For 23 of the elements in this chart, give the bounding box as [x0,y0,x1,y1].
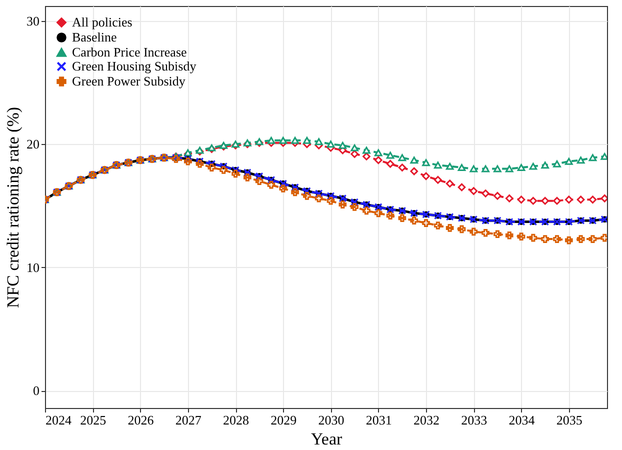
y-tick-label: 0 [33,383,40,398]
legend-label: Green Housing Subisdy [72,58,197,74]
legend-label: Green Power Subsidy [72,74,186,88]
x-tick-label: 2025 [80,412,106,428]
y-tick-label: 10 [26,260,40,275]
y-axis-title: NFC credit rationing rate (%) [4,106,22,308]
x-tick-label: 2024 [46,412,72,428]
x-tick-label: 2033 [461,412,488,428]
x-tick-label: 2026 [128,412,154,428]
x-tick-label: 2035 [556,412,582,428]
x-tick-label: 2032 [414,412,440,428]
x-tick-label: 2028 [223,412,250,428]
x-axis-title: Year [310,430,342,448]
legend-label: All policies [72,14,132,30]
x-tick-label: 2029 [270,412,297,428]
legend-label: Carbon Price Increase [72,44,188,60]
x-tick-label: 2034 [508,412,536,428]
y-tick-label: 30 [26,13,40,28]
x-tick-label: 2027 [175,412,202,428]
y-tick-label: 20 [26,136,40,152]
legend-label: Baseline [72,30,117,44]
x-tick-label: 2031 [366,412,392,428]
x-tick-label: 2030 [318,412,344,428]
